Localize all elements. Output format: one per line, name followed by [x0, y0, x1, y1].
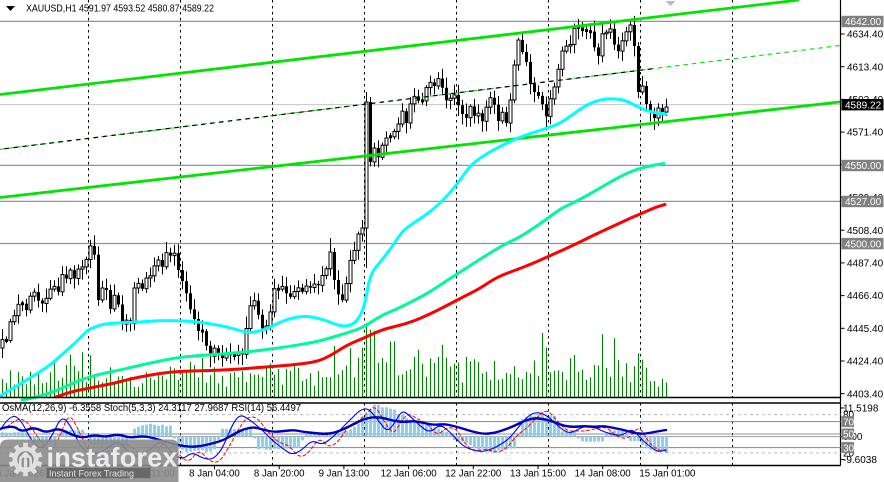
svg-text:20: 20 [843, 449, 855, 460]
svg-text:9 Jan 13:00: 9 Jan 13:00 [319, 469, 370, 480]
svg-text:4466.40: 4466.40 [847, 291, 884, 302]
svg-text:4613.40: 4613.40 [847, 62, 884, 73]
svg-text:4589.22: 4589.22 [845, 100, 882, 111]
svg-text:4642.00: 4642.00 [845, 17, 882, 28]
svg-text:4403.40: 4403.40 [847, 389, 884, 400]
svg-text:70: 70 [843, 417, 855, 428]
svg-text:instaforex: instaforex [47, 443, 178, 473]
svg-text:OsMA(12,26,9) -6.3558 Stoch(5: OsMA(12,26,9) -6.3558 Stoch(5,3,3) 24.31… [2, 402, 301, 414]
svg-text:XAUUSD,H1 4591.97 4593.52 458: XAUUSD,H1 4591.97 4593.52 4580.87 4589.2… [26, 3, 214, 15]
svg-text:13 Jan 15:00: 13 Jan 15:00 [510, 469, 567, 480]
svg-text:4508.40: 4508.40 [847, 226, 884, 237]
svg-text:4550.00: 4550.00 [845, 161, 882, 172]
svg-text:12 Jan 06:00: 12 Jan 06:00 [381, 469, 438, 480]
svg-text:8 Jan 20:00: 8 Jan 20:00 [254, 469, 305, 480]
svg-text:80: 80 [843, 410, 855, 421]
svg-text:15 Jan 01:00: 15 Jan 01:00 [639, 469, 696, 480]
svg-text:12 Jan 22:00: 12 Jan 22:00 [445, 469, 502, 480]
svg-text:14 Jan 08:00: 14 Jan 08:00 [575, 469, 632, 480]
svg-text:4424.40: 4424.40 [847, 357, 884, 368]
svg-text:4445.40: 4445.40 [847, 324, 884, 335]
svg-text:8 Jan 04:00: 8 Jan 04:00 [189, 469, 240, 480]
svg-text:4634.40: 4634.40 [847, 30, 884, 41]
svg-text:30: 30 [843, 443, 855, 454]
svg-text:4527.00: 4527.00 [845, 197, 882, 208]
svg-text:4571.40: 4571.40 [847, 128, 884, 139]
svg-text:4500.00: 4500.00 [845, 239, 882, 250]
svg-text:Instant Forex Trading: Instant Forex Trading [49, 469, 134, 479]
svg-text:50: 50 [843, 430, 855, 441]
svg-text:-9.6038: -9.6038 [843, 455, 877, 466]
svg-text:4487.40: 4487.40 [847, 259, 884, 270]
svg-text:11.5198: 11.5198 [843, 404, 879, 415]
